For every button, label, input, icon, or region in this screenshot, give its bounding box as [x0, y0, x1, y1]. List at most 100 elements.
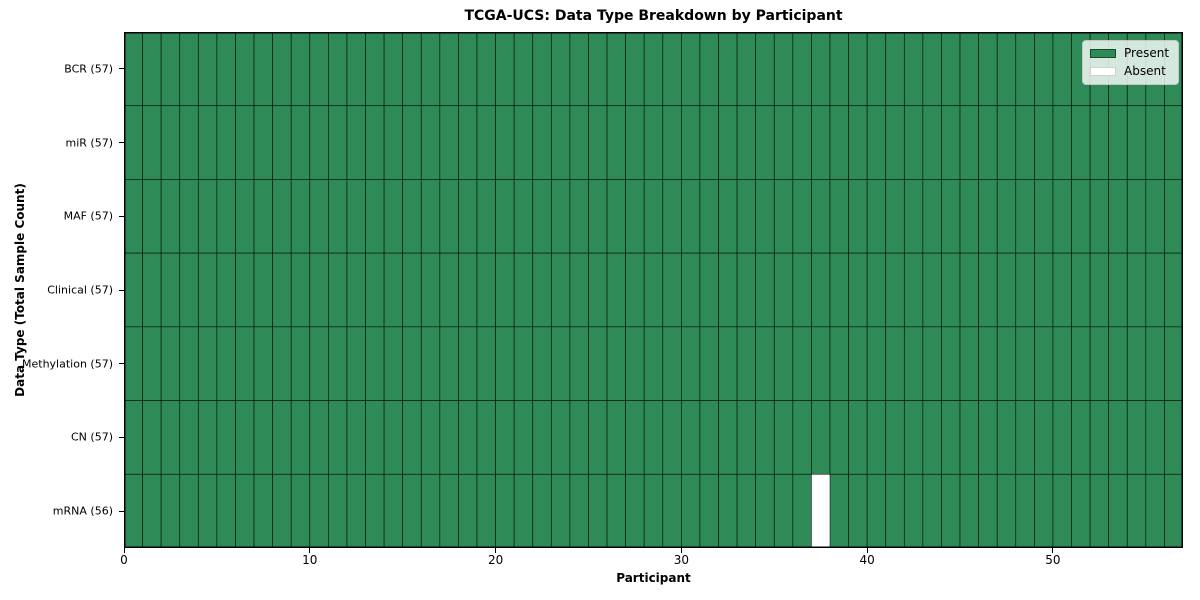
heatmap-cell: [829, 105, 849, 180]
heatmap-cell: [773, 105, 794, 180]
heatmap-cell: [272, 179, 292, 254]
heatmap-cell: [848, 473, 868, 548]
heatmap-cell: [922, 400, 942, 475]
heatmap-cell: [476, 473, 496, 548]
heatmap-cell: [216, 252, 236, 328]
heatmap-cell: [1145, 326, 1165, 401]
heatmap-cell: [1164, 473, 1183, 548]
heatmap-cell: [773, 32, 794, 107]
heatmap-cell: [811, 105, 831, 180]
heatmap-cell: [142, 179, 162, 254]
heatmap-cell: [625, 326, 645, 401]
heatmap-cell: [792, 473, 812, 548]
heatmap-cell: [755, 400, 775, 475]
heatmap-cell: [476, 400, 496, 475]
heatmap-cell: [197, 326, 218, 401]
heatmap-cell: [439, 179, 459, 254]
heatmap-cell: [550, 326, 571, 401]
heatmap-cell: [829, 252, 849, 328]
x-tick-mark: [866, 548, 868, 553]
heatmap-cell: [755, 179, 775, 254]
y-tick-mark: [119, 363, 124, 365]
heatmap-cell: [179, 473, 199, 548]
heatmap-cell: [643, 473, 664, 548]
heatmap-cell: [1071, 179, 1091, 254]
heatmap-cell: [1108, 473, 1128, 548]
heatmap-cell: [1126, 105, 1147, 180]
heatmap-cell: [959, 326, 979, 401]
heatmap-cell: [402, 252, 422, 328]
heatmap-cell: [811, 179, 831, 254]
heatmap-cell: [1164, 179, 1183, 254]
heatmap-cell: [662, 326, 682, 401]
heatmap-cell: [309, 105, 329, 180]
heatmap-cell: [272, 326, 292, 401]
heatmap-cell: [773, 400, 794, 475]
heatmap-cell: [235, 179, 255, 254]
heatmap-cell: [216, 326, 236, 401]
heatmap-cell: [1071, 400, 1091, 475]
x-tick-mark: [123, 548, 125, 553]
heatmap-cell: [346, 326, 366, 401]
heatmap-cell: [124, 32, 143, 107]
heatmap-cell: [996, 473, 1017, 548]
heatmap-cell: [903, 105, 924, 180]
heatmap-cell: [736, 252, 757, 328]
heatmap-cell: [681, 473, 701, 548]
heatmap-cell: [811, 400, 831, 475]
heatmap-cell: [309, 179, 329, 254]
heatmap-cell: [1145, 252, 1165, 328]
heatmap-cell: [922, 32, 942, 107]
heatmap-cell: [681, 32, 701, 107]
heatmap-cell: [1108, 252, 1128, 328]
heatmap-cell: [402, 400, 422, 475]
x-tick-label: 50: [1045, 553, 1061, 567]
heatmap-cell: [699, 473, 719, 548]
plot-area: [124, 32, 1183, 548]
y-tick-label: CN (57): [71, 430, 113, 444]
heatmap-cell: [811, 32, 831, 107]
heatmap-cell: [160, 105, 181, 180]
heatmap-cell: [736, 32, 757, 107]
heatmap-cell: [550, 105, 571, 180]
heatmap-cell: [532, 400, 552, 475]
heatmap-cell: [439, 252, 459, 328]
heatmap-cell: [328, 326, 348, 401]
heatmap-cell: [978, 400, 998, 475]
heatmap-cell: [1126, 252, 1147, 328]
heatmap-cell: [978, 326, 998, 401]
heatmap-cell: [290, 252, 311, 328]
heatmap-cell: [383, 105, 404, 180]
heatmap-cell: [1089, 105, 1110, 180]
x-tick-mark: [495, 548, 497, 553]
heatmap-cell: [643, 179, 664, 254]
heatmap-cell: [420, 473, 441, 548]
heatmap-cell: [699, 179, 719, 254]
heatmap-cell: [978, 105, 998, 180]
heatmap-cell: [1164, 326, 1183, 401]
heatmap-cell: [513, 32, 534, 107]
heatmap-cell: [903, 252, 924, 328]
heatmap-cell: [290, 32, 311, 107]
heatmap-cell: [328, 400, 348, 475]
heatmap-cell: [1108, 400, 1128, 475]
y-tick-mark: [119, 68, 124, 70]
heatmap-cell: [941, 326, 961, 401]
x-tick-mark: [680, 548, 682, 553]
heatmap-cell: [1089, 473, 1110, 548]
heatmap-cell: [1071, 105, 1091, 180]
heatmap-cell: [346, 400, 366, 475]
heatmap-cell: [420, 252, 441, 328]
heatmap-cell: [996, 326, 1017, 401]
heatmap-cell: [142, 400, 162, 475]
heatmap-cell: [718, 400, 738, 475]
heatmap-cell: [216, 179, 236, 254]
heatmap-cell: [235, 326, 255, 401]
heatmap-cell: [718, 179, 738, 254]
heatmap-cell: [681, 400, 701, 475]
heatmap-cell: [903, 326, 924, 401]
heatmap-cell: [309, 252, 329, 328]
heatmap-cell: [420, 105, 441, 180]
heatmap-cell: [290, 179, 311, 254]
heatmap-cell: [588, 326, 608, 401]
